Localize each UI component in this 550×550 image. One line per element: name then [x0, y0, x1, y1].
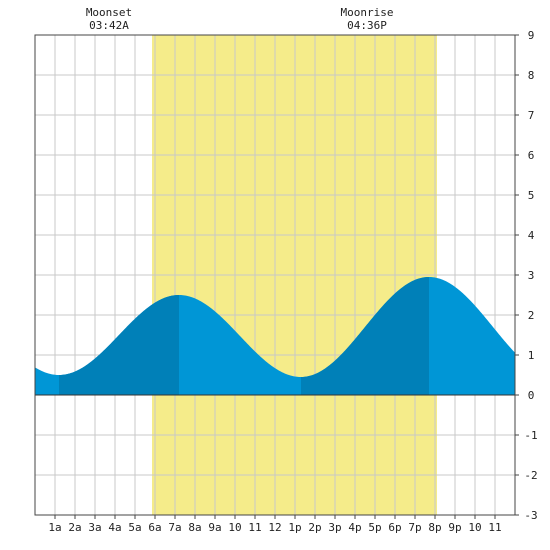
x-tick-label: 3p [328, 521, 341, 534]
y-tick-label: 9 [528, 29, 535, 42]
y-tick-label: 0 [528, 389, 535, 402]
x-tick-label: 10 [468, 521, 481, 534]
x-tick-label: 4p [348, 521, 361, 534]
x-tick-label: 7a [168, 521, 181, 534]
x-tick-label: 1a [48, 521, 61, 534]
x-tick-label: 7p [408, 521, 421, 534]
x-tick-label: 6a [148, 521, 161, 534]
y-tick-label: 8 [528, 69, 535, 82]
grid-layer [35, 35, 515, 515]
x-tick-label: 9p [448, 521, 461, 534]
y-tick-label: -3 [524, 509, 537, 522]
moon-event-label: Moonrise [341, 6, 394, 19]
x-tick-label: 11 [488, 521, 501, 534]
y-tick-label: 2 [528, 309, 535, 322]
x-tick-label: 5a [128, 521, 141, 534]
y-tick-label: 3 [528, 269, 535, 282]
x-tick-label: 4a [108, 521, 121, 534]
x-tick-label: 1p [288, 521, 301, 534]
x-tick-label: 2p [308, 521, 321, 534]
moon-event-label: Moonset [86, 6, 132, 19]
y-tick-label: 1 [528, 349, 535, 362]
x-tick-label: 12 [268, 521, 281, 534]
y-tick-label: 5 [528, 189, 535, 202]
moon-event-time: 04:36P [347, 19, 387, 32]
y-tick-label: 7 [528, 109, 535, 122]
x-tick-label: 6p [388, 521, 401, 534]
plot-frame [34, 34, 516, 516]
tide-area-layer [35, 277, 515, 395]
x-tick-label: 11 [248, 521, 261, 534]
x-tick-label: 9a [208, 521, 221, 534]
y-tick-label: 6 [528, 149, 535, 162]
tide-area-rising [59, 295, 179, 395]
x-tick-label: 2a [68, 521, 81, 534]
x-tick-label: 8a [188, 521, 201, 534]
y-tick-label: -2 [524, 469, 537, 482]
y-tick-label: -1 [524, 429, 537, 442]
moon-event-time: 03:42A [89, 19, 129, 32]
x-tick-label: 10 [228, 521, 241, 534]
x-tick-label: 3a [88, 521, 101, 534]
y-tick-label: 4 [528, 229, 535, 242]
tide-area-rising [301, 277, 429, 395]
x-tick-label: 5p [368, 521, 381, 534]
x-tick-label: 8p [428, 521, 441, 534]
